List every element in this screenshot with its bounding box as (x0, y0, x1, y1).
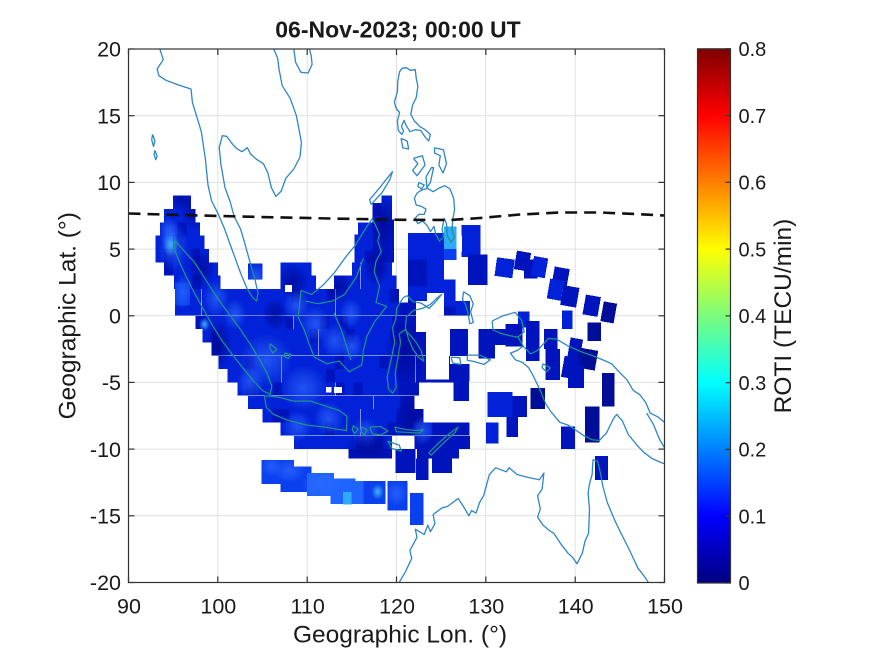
svg-text:100: 100 (200, 595, 236, 619)
svg-text:0.8: 0.8 (739, 39, 767, 61)
svg-text:140: 140 (558, 595, 594, 619)
svg-text:-20: -20 (90, 571, 121, 595)
svg-text:0.7: 0.7 (739, 106, 767, 128)
svg-text:06-Nov-2023; 00:00 UT: 06-Nov-2023; 00:00 UT (275, 16, 520, 42)
svg-text:10: 10 (97, 171, 121, 195)
svg-text:ROTI (TECU/min): ROTI (TECU/min) (770, 219, 797, 414)
svg-text:110: 110 (291, 595, 325, 619)
svg-text:0: 0 (739, 573, 750, 595)
svg-text:0: 0 (109, 304, 121, 328)
svg-text:0.2: 0.2 (739, 440, 767, 462)
svg-text:20: 20 (97, 38, 121, 62)
svg-text:0.4: 0.4 (739, 306, 767, 328)
svg-text:5: 5 (109, 238, 121, 262)
svg-text:0.5: 0.5 (739, 239, 767, 261)
svg-text:15: 15 (97, 104, 121, 128)
svg-text:-5: -5 (102, 371, 121, 395)
svg-text:Geographic Lon. (°): Geographic Lon. (°) (293, 622, 507, 649)
svg-text:Geographic Lat. (°): Geographic Lat. (°) (55, 212, 82, 419)
svg-text:150: 150 (647, 595, 683, 619)
svg-text:-10: -10 (90, 438, 121, 462)
svg-text:0.3: 0.3 (739, 373, 767, 395)
svg-text:90: 90 (117, 595, 141, 619)
svg-text:0.1: 0.1 (739, 506, 767, 528)
svg-text:-15: -15 (90, 505, 121, 529)
svg-text:120: 120 (379, 595, 415, 619)
svg-text:0.6: 0.6 (739, 173, 767, 195)
svg-text:130: 130 (468, 595, 504, 619)
